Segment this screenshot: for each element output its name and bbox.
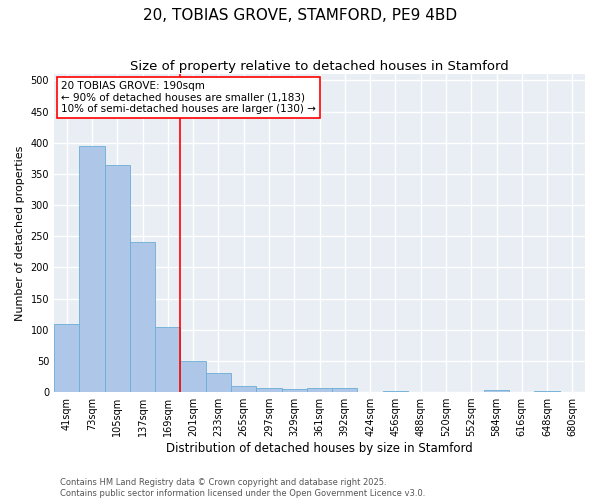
Text: 20, TOBIAS GROVE, STAMFORD, PE9 4BD: 20, TOBIAS GROVE, STAMFORD, PE9 4BD (143, 8, 457, 22)
Bar (307, 388, 332, 392)
Bar (181, 361, 206, 392)
Bar (231, 386, 256, 392)
Text: 20 TOBIAS GROVE: 190sqm
← 90% of detached houses are smaller (1,183)
10% of semi: 20 TOBIAS GROVE: 190sqm ← 90% of detache… (61, 81, 316, 114)
Bar (130, 242, 155, 392)
Bar (206, 374, 231, 392)
Bar (332, 388, 358, 392)
Title: Size of property relative to detached houses in Stamford: Size of property relative to detached ho… (130, 60, 509, 73)
Bar (79, 146, 104, 392)
Bar (281, 389, 307, 392)
Bar (104, 164, 130, 392)
Text: Contains HM Land Registry data © Crown copyright and database right 2025.
Contai: Contains HM Land Registry data © Crown c… (60, 478, 425, 498)
Bar (535, 391, 560, 392)
Bar (484, 390, 509, 392)
Y-axis label: Number of detached properties: Number of detached properties (15, 146, 25, 321)
Bar (155, 326, 181, 392)
Bar (54, 324, 79, 392)
Bar (383, 391, 408, 392)
X-axis label: Distribution of detached houses by size in Stamford: Distribution of detached houses by size … (166, 442, 473, 455)
Bar (256, 388, 281, 392)
